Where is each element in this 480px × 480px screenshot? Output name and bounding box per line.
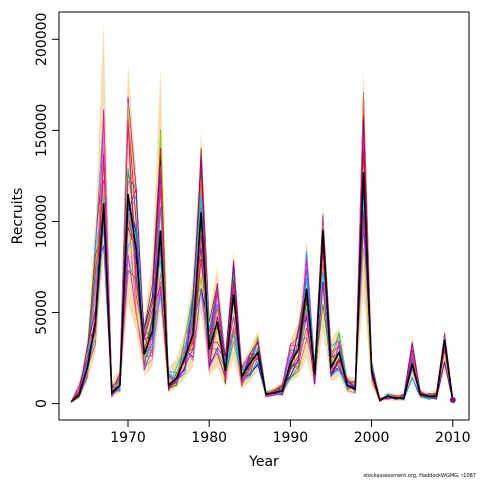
y-tick-label: 50000 (34, 290, 50, 335)
x-axis: 1970 1980 1990 2000 2010 (110, 419, 471, 446)
y-axis: 0 50000 100000 150000 200000 (34, 13, 60, 408)
x-tick-label: 1980 (191, 430, 227, 446)
x-tick-label: 2000 (354, 430, 390, 446)
x-tick-label: 1970 (110, 430, 146, 446)
y-tick-label: 0 (34, 399, 50, 408)
best-estimate-layer (70, 172, 456, 403)
y-tick-label: 200000 (34, 13, 50, 66)
x-tick-label: 1990 (273, 430, 309, 446)
terminal-point (449, 397, 456, 403)
y-tick-label: 150000 (34, 104, 50, 157)
x-axis-title: Year (248, 454, 279, 470)
y-axis-title: Recruits (10, 188, 26, 245)
x-tick-label: 2010 (435, 430, 471, 446)
best-estimate-line (70, 172, 454, 403)
credit-text: stockassessment.org, HaddockWGMG, r1087 (363, 473, 476, 479)
y-tick-label: 100000 (34, 195, 50, 248)
